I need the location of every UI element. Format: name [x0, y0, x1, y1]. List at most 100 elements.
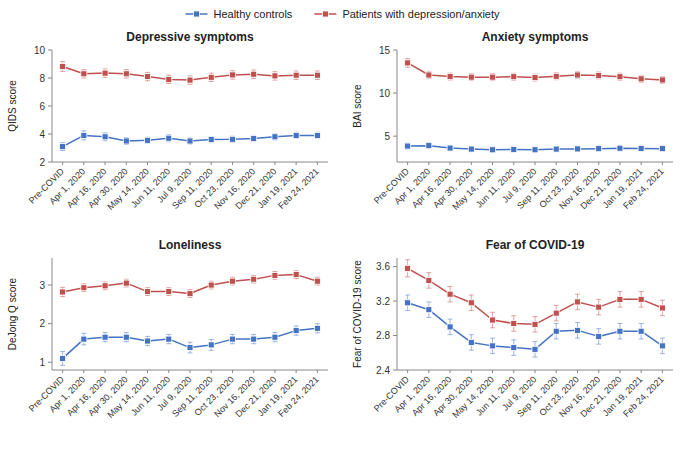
error-bar-cap	[166, 295, 171, 296]
error-bar	[405, 260, 410, 277]
error-bar-cap	[426, 288, 431, 289]
x-tick	[556, 162, 557, 165]
marker	[314, 325, 320, 331]
error-bar	[469, 335, 474, 351]
error-bar-cap	[639, 291, 644, 292]
marker	[638, 145, 644, 151]
y-tick-label: 1	[39, 357, 45, 368]
marker	[229, 136, 235, 142]
error-bar-cap	[272, 271, 277, 272]
error-bar-cap	[575, 322, 580, 323]
x-tick	[147, 162, 148, 165]
error-bar	[81, 131, 86, 140]
error-bar	[575, 72, 580, 79]
y-tick-label: 8	[39, 73, 45, 84]
error-bar	[103, 333, 108, 342]
x-tick	[83, 370, 84, 373]
legend: Healthy controlsPatients with depression…	[186, 8, 501, 20]
error-bar-cap	[251, 334, 256, 335]
x-tick	[126, 370, 127, 373]
panel: Loneliness123Pre-COVIDApr 1, 2020Apr 16,…	[7, 238, 328, 420]
error-bar-cap	[166, 83, 171, 84]
error-bar	[230, 136, 235, 142]
marker	[638, 76, 644, 82]
x-tick	[598, 162, 599, 165]
error-bar	[145, 72, 150, 80]
error-bar-cap	[230, 285, 235, 286]
marker	[208, 282, 214, 288]
y-tick-label: 2.8	[376, 330, 390, 341]
marker	[81, 132, 87, 138]
error-bar-cap	[511, 355, 516, 356]
marker	[511, 147, 517, 153]
legend-item: Patients with depression/anxiety	[314, 8, 500, 20]
marker	[405, 265, 411, 271]
error-bar	[166, 75, 171, 83]
error-bar	[426, 302, 431, 318]
error-bar-cap	[209, 288, 214, 289]
y-tick-label: 4	[39, 129, 45, 140]
panel-title: Fear of COVID-19	[486, 238, 585, 252]
error-bar-cap	[533, 316, 538, 317]
error-bar-cap	[188, 75, 193, 76]
error-bar	[103, 133, 108, 141]
error-bar-cap	[251, 70, 256, 71]
error-bar-cap	[81, 130, 86, 131]
error-bar-cap	[617, 323, 622, 324]
error-bar-cap	[166, 334, 171, 335]
error-bar	[60, 287, 65, 296]
series	[60, 131, 321, 151]
error-bar	[554, 147, 559, 152]
error-bar	[639, 292, 644, 308]
error-bar-cap	[617, 338, 622, 339]
series	[405, 143, 666, 153]
x-tick	[471, 370, 472, 373]
marker	[272, 73, 278, 79]
error-bar	[188, 290, 193, 298]
marker	[81, 336, 87, 342]
error-bar-cap	[660, 338, 665, 339]
y-tick-label: 3.2	[376, 296, 390, 307]
marker	[468, 74, 474, 80]
marker	[532, 346, 538, 352]
marker	[617, 74, 623, 80]
x-tick	[513, 370, 514, 373]
y-tick	[48, 162, 52, 163]
x-tick	[641, 162, 642, 165]
x-tick-label: Feb 24, 2021	[621, 374, 666, 419]
x-tick	[662, 370, 663, 373]
marker	[102, 70, 108, 76]
error-bar-cap	[124, 78, 129, 79]
y-axis-label: QIDS score	[7, 80, 18, 132]
x-tick	[211, 162, 212, 165]
error-bar-cap	[554, 305, 559, 306]
marker	[293, 72, 299, 78]
error-bar	[60, 143, 65, 151]
error-bar	[533, 317, 538, 333]
marker	[102, 134, 108, 140]
error-bar	[272, 72, 277, 80]
error-bar	[554, 73, 559, 80]
marker	[553, 328, 559, 334]
y-tick-label: 5	[384, 131, 390, 142]
y-tick-label: 10	[34, 45, 46, 56]
error-bar	[188, 342, 193, 353]
marker	[426, 307, 432, 313]
error-bar-cap	[575, 294, 580, 295]
x-tick-label: Feb 24, 2021	[621, 166, 666, 211]
marker	[447, 74, 453, 80]
x-tick-label: Feb 24, 2021	[276, 374, 321, 419]
marker	[81, 285, 87, 291]
marker	[405, 143, 411, 149]
error-bar-cap	[294, 325, 299, 326]
x-tick	[577, 162, 578, 165]
x-tick	[492, 162, 493, 165]
series	[405, 260, 666, 332]
error-bar-cap	[124, 341, 129, 342]
error-bar-cap	[660, 353, 665, 354]
marker	[60, 355, 66, 361]
error-bar-cap	[230, 277, 235, 278]
marker	[102, 283, 108, 289]
error-bar	[533, 74, 538, 81]
error-bar	[145, 336, 150, 345]
